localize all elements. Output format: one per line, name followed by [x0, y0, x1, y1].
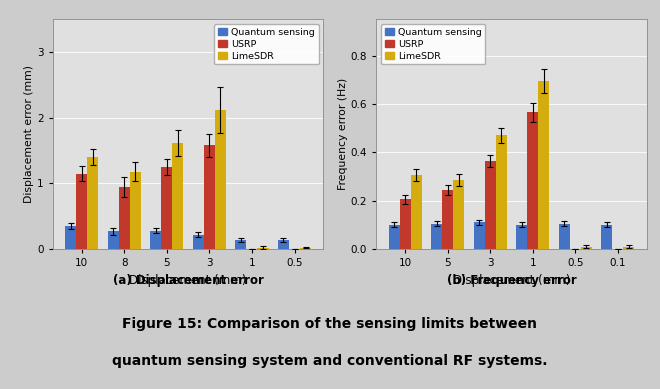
- Bar: [559, 224, 570, 249]
- Bar: [130, 172, 141, 249]
- Bar: [516, 225, 527, 249]
- X-axis label: Displacement (mm): Displacement (mm): [453, 273, 570, 287]
- Text: (a) Displacement error: (a) Displacement error: [113, 274, 263, 287]
- Legend: Quantum sensing, USRP, LimeSDR: Quantum sensing, USRP, LimeSDR: [214, 24, 319, 65]
- Bar: [172, 143, 183, 249]
- Bar: [399, 200, 411, 249]
- Bar: [431, 224, 442, 249]
- Bar: [108, 231, 119, 249]
- Bar: [300, 248, 311, 249]
- Y-axis label: Frequency error (Hz): Frequency error (Hz): [338, 78, 348, 190]
- Bar: [215, 110, 226, 249]
- Bar: [150, 231, 161, 249]
- Bar: [624, 247, 634, 249]
- Bar: [453, 180, 464, 249]
- Text: Figure 15: Comparison of the sensing limits between: Figure 15: Comparison of the sensing lim…: [123, 317, 537, 331]
- Bar: [581, 247, 592, 249]
- Bar: [236, 240, 246, 249]
- Bar: [484, 161, 496, 249]
- Legend: Quantum sensing, USRP, LimeSDR: Quantum sensing, USRP, LimeSDR: [381, 24, 486, 65]
- Bar: [539, 81, 549, 249]
- Bar: [389, 225, 399, 249]
- Bar: [601, 225, 612, 249]
- Bar: [87, 157, 98, 249]
- Bar: [161, 167, 172, 249]
- Bar: [204, 145, 215, 249]
- Y-axis label: Displacement error (mm): Displacement error (mm): [24, 65, 34, 203]
- Bar: [411, 175, 422, 249]
- Bar: [474, 223, 484, 249]
- X-axis label: Displacement (mm): Displacement (mm): [129, 273, 247, 287]
- Bar: [119, 187, 130, 249]
- Bar: [442, 190, 453, 249]
- Text: quantum sensing system and conventional RF systems.: quantum sensing system and conventional …: [112, 354, 548, 368]
- Bar: [527, 112, 539, 249]
- Bar: [278, 240, 289, 249]
- Bar: [76, 173, 87, 249]
- Bar: [65, 226, 76, 249]
- Bar: [257, 248, 269, 249]
- Bar: [193, 235, 204, 249]
- Text: (b) Frequency error: (b) Frequency error: [447, 274, 576, 287]
- Bar: [496, 135, 507, 249]
